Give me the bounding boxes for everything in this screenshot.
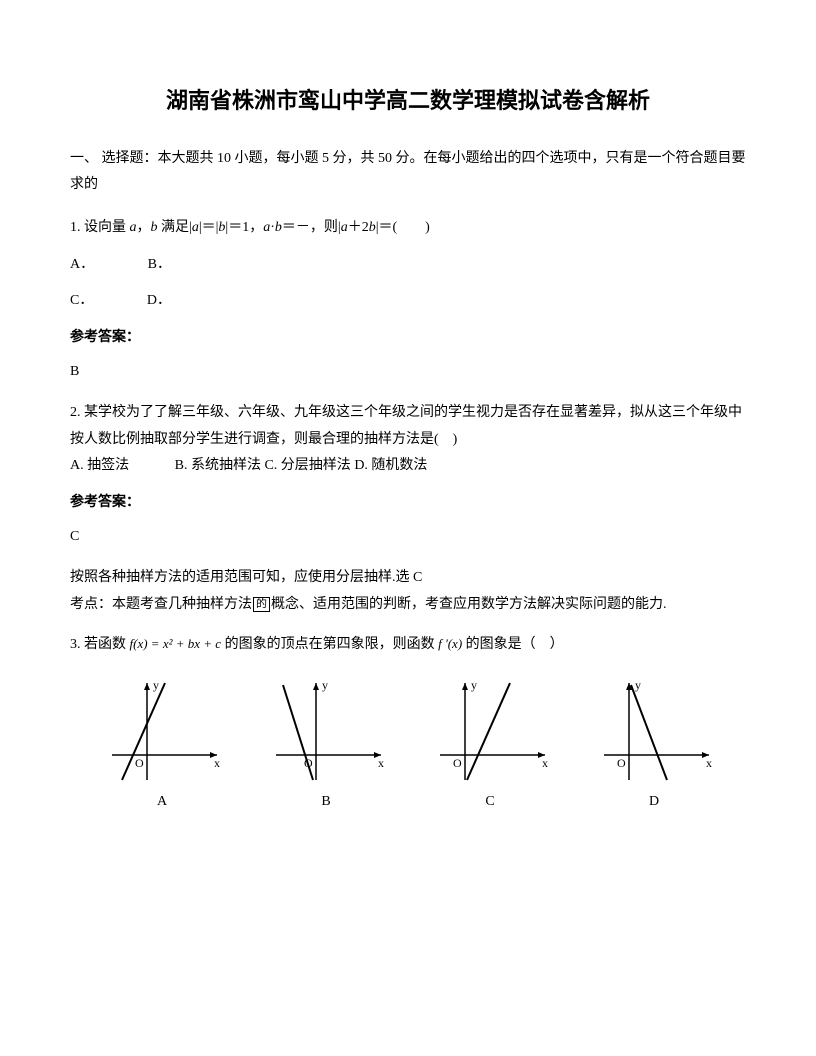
svg-text:x: x [542, 756, 548, 770]
boxed-char: 的 [253, 597, 270, 612]
q2-answer: C [70, 524, 746, 551]
question-2: 2. 某学校为了了解三年级、六年级、九年级这三个年级之间的学生视力是否存在显著差… [70, 400, 746, 618]
graph-a: O x y A [97, 675, 227, 816]
question-3: 3. 若函数 f(x) = x² + bx + c 的图象的顶点在第四象限，则函… [70, 632, 746, 815]
graph-c: O x y C [425, 675, 555, 816]
graph-d-label: D [649, 789, 659, 816]
svg-text:O: O [453, 756, 462, 770]
graph-c-label: C [485, 789, 494, 816]
q2-option-a: A. 抽签法 [70, 458, 129, 473]
q1-answer: B [70, 359, 746, 386]
svg-text:O: O [617, 756, 626, 770]
section-heading: 一、 选择题：本大题共 10 小题，每小题 5 分，共 50 分。在每小题给出的… [70, 146, 746, 199]
graph-a-label: A [157, 789, 167, 816]
q3-formula1: f(x) = x² + bx + c [130, 636, 222, 651]
svg-text:x: x [214, 756, 220, 770]
graph-b: O x y B [261, 675, 391, 816]
q3-text: 3. 若函数 f(x) = x² + bx + c 的图象的顶点在第四象限，则函… [70, 632, 746, 659]
q2-option-b: B. 系统抽样法 [175, 458, 261, 473]
graph-d: O x y D [589, 675, 719, 816]
q1-answer-label: 参考答案： [70, 325, 746, 352]
graph-d-svg: O x y [589, 675, 719, 785]
graph-b-label: B [321, 789, 330, 816]
page-title: 湖南省株洲市鸾山中学高二数学理模拟试卷含解析 [70, 80, 746, 122]
graph-row: O x y A O x y B [70, 675, 746, 816]
svg-text:O: O [135, 756, 144, 770]
svg-text:y: y [153, 678, 159, 692]
question-1: 1. 设向量 a，b 满足|a|＝|b|＝1，a·b＝－，则|a＋2b|＝( )… [70, 215, 746, 386]
q2-explain1: 按照各种抽样方法的适用范围可知，应使用分层抽样.选 C [70, 565, 746, 592]
graph-a-svg: O x y [97, 675, 227, 785]
q1-option-b: B． [148, 252, 171, 279]
q1-text: 1. 设向量 a，b 满足|a|＝|b|＝1，a·b＝－，则|a＋2b|＝( ) [70, 220, 430, 235]
svg-text:y: y [322, 678, 328, 692]
q2-option-d: D. 随机数法 [354, 458, 427, 473]
q2-explain2: 考点：本题考查几种抽样方法的概念、适用范围的判断，考查应用数学方法解决实际问题的… [70, 592, 746, 619]
svg-text:y: y [635, 678, 641, 692]
svg-text:y: y [471, 678, 477, 692]
q1-option-c: C． [70, 288, 93, 315]
q1-option-d: D． [147, 288, 171, 315]
svg-text:x: x [706, 756, 712, 770]
q2-text: 2. 某学校为了了解三年级、六年级、九年级这三个年级之间的学生视力是否存在显著差… [70, 400, 746, 453]
svg-text:x: x [378, 756, 384, 770]
graph-c-svg: O x y [425, 675, 555, 785]
q2-answer-label: 参考答案： [70, 490, 746, 517]
graph-b-svg: O x y [261, 675, 391, 785]
q1-option-a: A． [70, 252, 94, 279]
q2-option-c: C. 分层抽样法 [264, 458, 350, 473]
q3-formula2: f '(x) [438, 636, 462, 651]
q2-options: A. 抽签法 B. 系统抽样法 C. 分层抽样法 D. 随机数法 [70, 453, 746, 480]
